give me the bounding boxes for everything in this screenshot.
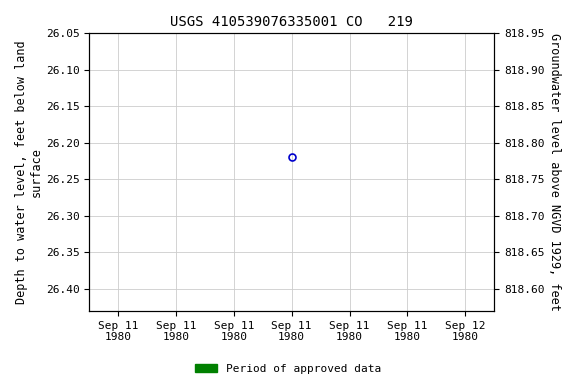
Y-axis label: Depth to water level, feet below land
surface: Depth to water level, feet below land su… bbox=[15, 40, 43, 304]
Y-axis label: Groundwater level above NGVD 1929, feet: Groundwater level above NGVD 1929, feet bbox=[548, 33, 561, 311]
Legend: Period of approved data: Period of approved data bbox=[191, 359, 385, 379]
Title: USGS 410539076335001 CO   219: USGS 410539076335001 CO 219 bbox=[170, 15, 413, 29]
